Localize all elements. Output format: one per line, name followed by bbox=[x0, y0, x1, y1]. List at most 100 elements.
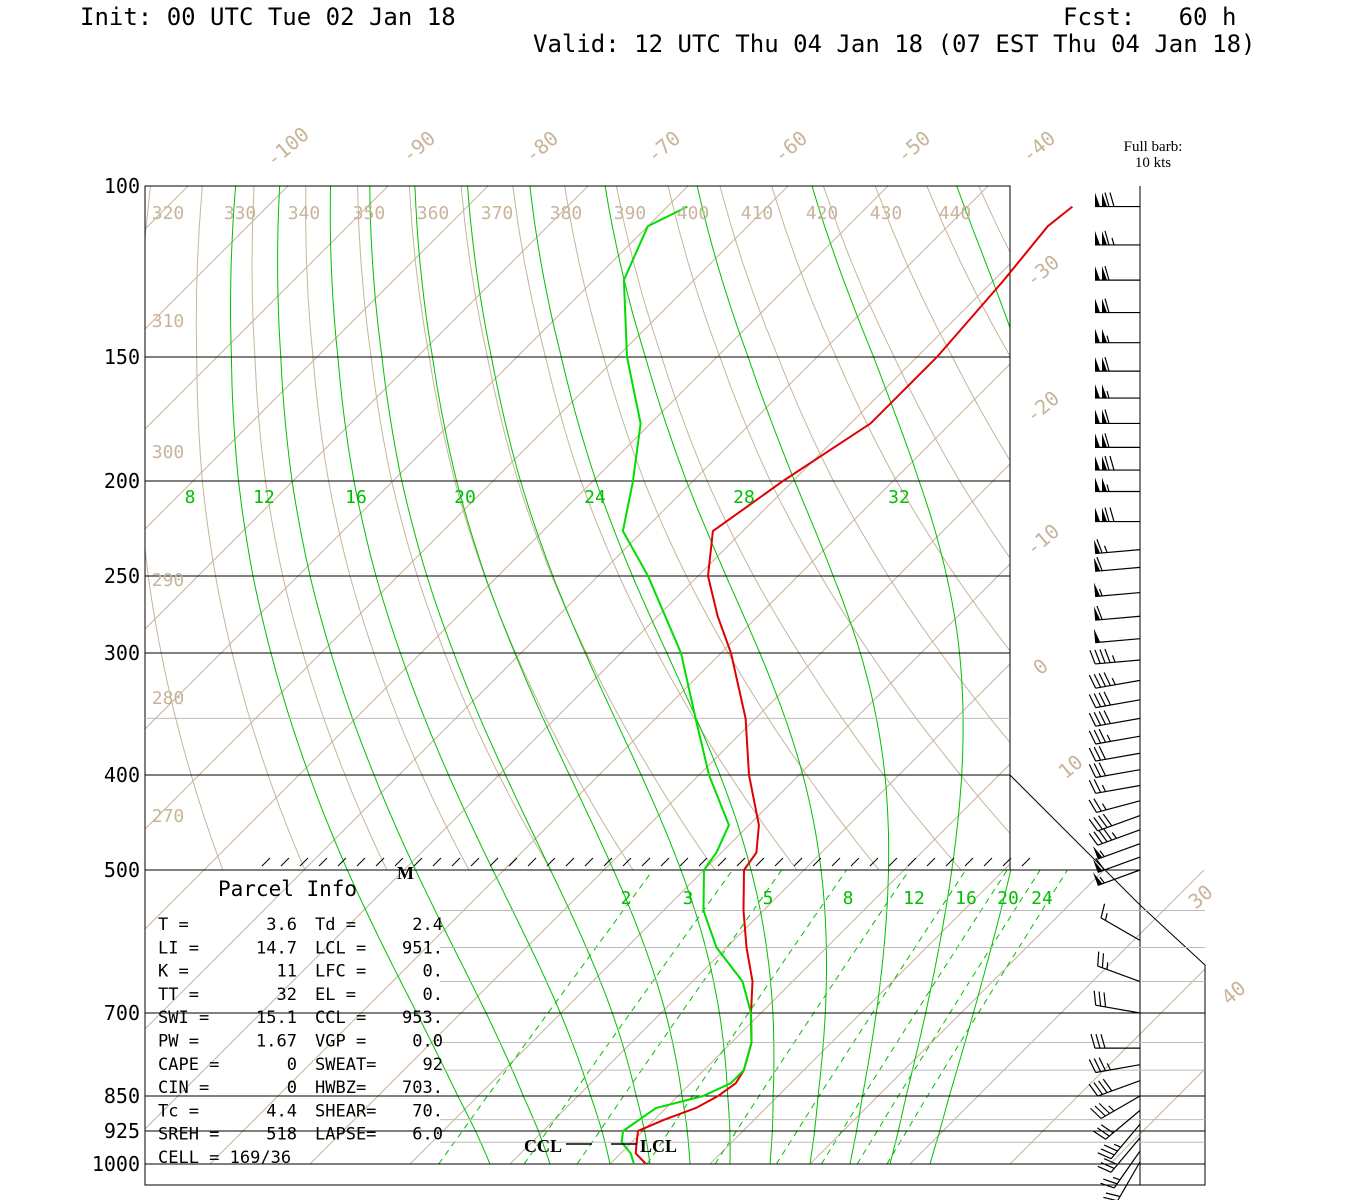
mixing-ratio-line bbox=[438, 870, 654, 1165]
isotherm-label: -40 bbox=[1017, 126, 1060, 168]
wind-barb bbox=[1092, 869, 1141, 886]
isotherm-line bbox=[1010, 186, 1350, 1164]
ccl-marker: CCL bbox=[524, 1136, 562, 1156]
wind-barb bbox=[1095, 507, 1140, 523]
moist-adiabat bbox=[604, 186, 822, 870]
dry-adiabat bbox=[1186, 186, 1350, 1164]
hatch-mark bbox=[432, 857, 442, 867]
hatch-mark bbox=[584, 857, 594, 867]
theta-e-label: 32 bbox=[888, 487, 910, 508]
wind-barb bbox=[1088, 779, 1141, 794]
pressure-tick-label: 850 bbox=[104, 1084, 140, 1108]
theta-label: 290 bbox=[152, 570, 185, 591]
isotherm-line bbox=[409, 870, 705, 1165]
isotherm-line bbox=[0, 186, 88, 1164]
theta-e-label: 8 bbox=[185, 487, 196, 508]
pressure-tick-label: 250 bbox=[104, 564, 140, 588]
mixing-ratio-label: 5 bbox=[763, 888, 774, 909]
temperature-trace bbox=[634, 205, 1074, 1165]
parcel-info-cell: 0. bbox=[423, 962, 443, 982]
marker-m: M bbox=[397, 863, 414, 883]
dry-adiabat bbox=[13, 186, 179, 1164]
mixing-ratio-line bbox=[886, 870, 1068, 1165]
moist-adiabat bbox=[750, 870, 775, 1165]
isotherm-label: -10 bbox=[1021, 519, 1064, 561]
moist-adiabat bbox=[696, 186, 890, 870]
wind-legend-line1: Full barb: bbox=[1124, 139, 1183, 155]
hatch-mark bbox=[394, 857, 404, 867]
hatch-mark bbox=[717, 857, 727, 867]
hatch-mark bbox=[318, 857, 328, 867]
isotherm-label: -30 bbox=[1021, 250, 1064, 292]
parcel-info-cell: 4.4 bbox=[266, 1101, 297, 1121]
parcel-info-cell: CIN = bbox=[158, 1078, 209, 1098]
hatch-mark bbox=[641, 857, 651, 867]
dry-adiabat bbox=[408, 186, 634, 870]
dry-adiabat bbox=[874, 186, 1010, 462]
hatch-mark bbox=[1002, 857, 1012, 867]
parcel-info-cell: CCL = bbox=[315, 1008, 366, 1028]
wind-barb bbox=[1095, 192, 1140, 208]
wind-barb bbox=[1095, 230, 1140, 246]
wind-barb bbox=[1095, 409, 1140, 425]
wind-barb bbox=[1093, 539, 1141, 555]
frame-diagonal bbox=[1009, 774, 1141, 906]
wind-barb bbox=[1095, 384, 1140, 399]
parcel-info-cell: SREH = bbox=[158, 1125, 219, 1145]
isotherm-line bbox=[309, 870, 605, 1165]
isotherm-label: -80 bbox=[520, 126, 563, 168]
wind-barb bbox=[1093, 605, 1141, 621]
wind-barbs bbox=[1088, 192, 1141, 1200]
mixing-ratio-label: 2 bbox=[621, 888, 632, 909]
wind-barb bbox=[1093, 1109, 1141, 1140]
theta-e-label: 16 bbox=[345, 487, 367, 508]
theta-label: 390 bbox=[614, 203, 647, 224]
isotherm-line bbox=[203, 186, 889, 870]
isotherm-line bbox=[145, 186, 289, 330]
parcel-info-cell: K = bbox=[158, 962, 189, 982]
parcel-info-cell: LFC = bbox=[315, 962, 366, 982]
wind-barb bbox=[1097, 1123, 1141, 1160]
dewpoint-trace bbox=[620, 205, 753, 1165]
parcel-info-cell: 92 bbox=[423, 1055, 443, 1075]
isotherm-line bbox=[1003, 863, 1010, 870]
isotherm-line bbox=[910, 186, 1350, 1164]
hatch-mark bbox=[508, 857, 518, 867]
plot-frame bbox=[144, 185, 1206, 1186]
parcel-info-cell: 32 bbox=[277, 985, 297, 1005]
pressure-tick-label: 150 bbox=[104, 345, 140, 369]
theta-label: 420 bbox=[806, 203, 839, 224]
wind-barb bbox=[1097, 951, 1141, 983]
isotherm-line bbox=[803, 663, 1010, 870]
isotherm-line bbox=[509, 870, 805, 1165]
wind-barb bbox=[1095, 455, 1140, 471]
parcel-info-cell: CELL = 169/36 bbox=[158, 1148, 291, 1168]
parcel-info-cell: 703. bbox=[402, 1078, 443, 1098]
theta-label: 360 bbox=[417, 203, 450, 224]
wind-barb bbox=[1100, 1150, 1141, 1189]
wind-barb bbox=[1089, 648, 1141, 665]
lcl-marker: LCL bbox=[640, 1136, 677, 1156]
theta-e-label: 20 bbox=[454, 487, 476, 508]
hatch-mark bbox=[660, 857, 670, 867]
isotherm-line bbox=[603, 463, 1010, 870]
pressure-tick-label: 300 bbox=[104, 641, 140, 665]
theta-label: 350 bbox=[353, 203, 386, 224]
parcel-info-cell: EL = bbox=[315, 985, 356, 1005]
parcel-info-cell: 2.4 bbox=[412, 915, 443, 935]
dry-adiabat bbox=[771, 186, 1010, 652]
parcel-info-cell: HWBZ= bbox=[315, 1078, 366, 1098]
hatch-mark bbox=[774, 857, 784, 867]
hatch-mark bbox=[470, 857, 480, 867]
parcel-info-cell: 1.67 bbox=[256, 1032, 297, 1052]
theta-label: 280 bbox=[152, 688, 185, 709]
wind-barb bbox=[1093, 628, 1141, 644]
parcel-info-cell: 0.0 bbox=[412, 1032, 443, 1052]
parcel-info-cell: PW = bbox=[158, 1032, 199, 1052]
wind-barb bbox=[1088, 1057, 1141, 1074]
mixing-ratio-label: 12 bbox=[903, 888, 925, 909]
wind-barb bbox=[1088, 1078, 1141, 1097]
parcel-info-cell: VGP = bbox=[315, 1032, 366, 1052]
hatch-mark bbox=[451, 857, 461, 867]
hatch-mark bbox=[755, 857, 765, 867]
